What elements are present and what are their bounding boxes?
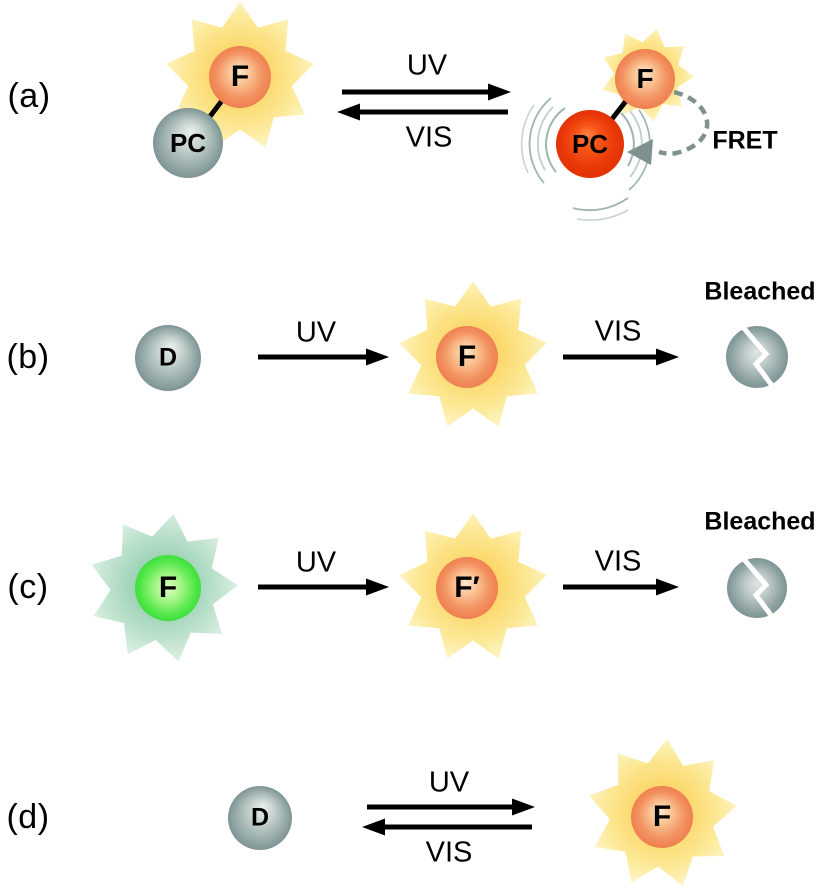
panel-a-fret-label: FRET xyxy=(712,126,778,155)
panel-d-equilibrium-arrows-icon xyxy=(362,798,535,836)
panel-d-label: (d) xyxy=(6,798,50,836)
panel-a-uv-label: UV xyxy=(406,49,448,82)
panel-d-dark-sphere-icon xyxy=(228,786,292,850)
panel-a-on-state-icon xyxy=(520,19,710,221)
panel-b-uv-arrow-icon xyxy=(258,348,389,366)
panel-c-vis-label: VIS xyxy=(594,545,642,578)
panel-c-label: (c) xyxy=(7,568,49,606)
panel-c-uv-arrow-icon xyxy=(258,578,389,596)
panel-b-bleached-label: Bleached xyxy=(704,277,816,306)
panel-b-dark-sphere-icon xyxy=(135,325,201,391)
panel-c-converted-fluorophore-glow-icon xyxy=(399,513,547,659)
panel-d-dark-label: D xyxy=(250,803,270,832)
panel-b-fluorophore-label: F xyxy=(457,340,477,373)
panel-c-green-fluorophore-glow-icon xyxy=(80,503,247,669)
panel-d-fluorophore-label: F xyxy=(652,800,672,833)
panel-b-vis-arrow-icon xyxy=(563,348,679,366)
panel-b-bleached-sphere-icon xyxy=(726,324,788,389)
emission-arcs-icon xyxy=(520,97,651,221)
panel-c-initial-fluorophore-label: F xyxy=(158,571,178,604)
panel-a-vis-label: VIS xyxy=(405,121,453,154)
panel-a-fluorophore-off-label: F xyxy=(230,60,250,93)
panel-a-label: (a) xyxy=(7,77,51,115)
panel-a-photochrome-off-label: PC xyxy=(169,128,207,158)
panel-a-photochrome-on-label: PC xyxy=(571,129,609,159)
panel-b-uv-label: UV xyxy=(295,316,337,349)
panel-a-equilibrium-arrows-icon xyxy=(337,83,511,121)
panel-c-uv-label: UV xyxy=(295,546,337,579)
panel-b-dark-label: D xyxy=(158,343,178,372)
panel-b-label: (b) xyxy=(6,338,50,376)
panel-c-vis-arrow-icon xyxy=(563,578,679,596)
panel-c-bleached-label: Bleached xyxy=(704,507,816,536)
panel-b-vis-label: VIS xyxy=(594,315,642,348)
panel-d-vis-label: VIS xyxy=(425,836,473,869)
panel-d-uv-label: UV xyxy=(428,766,470,799)
panel-a-off-state-glow-icon xyxy=(153,2,314,178)
panel-a-fluorophore-on-label: F xyxy=(636,63,654,94)
panel-c-converted-fluorophore-label: F′ xyxy=(454,571,480,604)
panel-d-fluorophore-glow-icon xyxy=(583,734,741,890)
fret-arrow-icon xyxy=(627,89,710,165)
panel-b-fluorophore-glow-icon xyxy=(399,281,547,427)
panel-c-bleached-sphere-icon xyxy=(727,555,787,620)
